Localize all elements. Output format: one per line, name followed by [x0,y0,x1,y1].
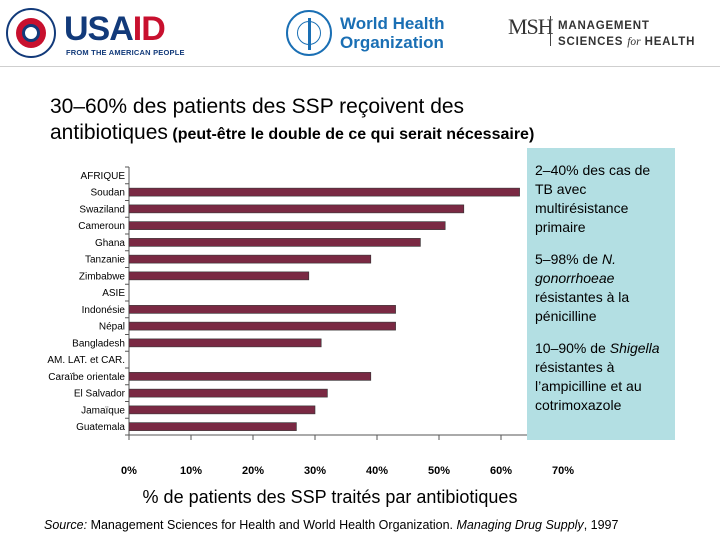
page-title: 30–60% des patients des SSP reçoivent de… [50,94,710,148]
title-line-2: antibiotiques [50,121,168,144]
category-label: Caraïbe orientale [48,372,125,383]
title-subtitle: (peut-être le double de ce qui serait né… [167,126,535,143]
category-label: Guatemala [76,422,125,433]
category-label: Soudan [91,188,125,199]
msh-wordmark: MANAGEMENT SCIENCES for HEALTH [558,20,696,48]
bar-cameroun [128,221,446,230]
category-label: Jamaïque [81,405,125,416]
x-axis-label: % de patients des SSP traités par antibi… [142,487,518,507]
bar-jama-que [128,405,316,415]
category-label: Népal [99,322,125,333]
category-label: Ghana [95,238,125,249]
x-tick-label: 0% [121,465,137,477]
who-wordmark: World Health Organization [340,14,445,52]
usaid-logo: USAID FROM THE AMERICAN PEOPLE [6,8,196,58]
category-label: Swaziland [79,204,125,215]
who-logo: World Health Organization [286,10,456,58]
title-line-1: 30–60% des patients des SSP reçoivent de… [50,95,465,118]
category-label: Indonésie [82,305,126,316]
info-tb: 2–40% des cas de TB avec multirésistance… [535,162,651,235]
category-label: AFRIQUE [81,171,126,182]
info-gonorrhoeae: 5–98% de N. gonorrhoeae résistantes à la… [535,251,630,324]
header-divider [0,66,720,67]
category-label: Bangladesh [72,338,125,349]
bar-zimbabwe [128,271,310,281]
bar-bangladesh [128,338,322,348]
source-citation: Source: Management Sciences for Health a… [44,518,619,532]
x-tick-label: 70% [552,465,574,477]
category-label: El Salvador [74,389,126,400]
usaid-wordmark: USAID [64,10,166,48]
bar-tanzanie [128,254,372,264]
x-tick-label: 10% [180,465,202,477]
bar-guatemala [128,422,297,431]
bar-swaziland [128,204,465,214]
bar-soudan [128,187,520,197]
x-tick-label: 40% [366,465,388,477]
bar-indon-sie [128,305,396,314]
resistance-info-box: 2–40% des cas de TB avec multirésistance… [527,148,675,440]
bar-ghana [128,238,421,247]
x-tick-label: 50% [428,465,450,477]
category-label: Cameroun [78,221,125,232]
bar-cara-be-orientale [128,372,372,381]
x-tick-label: 30% [304,465,326,477]
msh-logo: MSH MANAGEMENT SCIENCES for HEALTH [508,12,718,58]
header-logos: USAID FROM THE AMERICAN PEOPLE World Hea… [0,0,720,66]
category-label: ASIE [102,288,125,299]
usaid-tagline: FROM THE AMERICAN PEOPLE [66,48,185,57]
usaid-seal-icon [6,8,56,58]
info-shigella: 10–90% de Shigella résistantes à l’ampic… [535,340,660,413]
x-tick-label: 60% [490,465,512,477]
bar-n-pal [128,321,396,331]
category-label: Zimbabwe [79,271,126,282]
msh-mark: MSH [508,14,554,39]
x-tick-label: 20% [242,465,264,477]
bar-el-salvador [128,388,328,398]
who-emblem-icon [286,10,332,56]
category-label: AM. LAT. et CAR. [47,355,125,366]
category-label: Tanzanie [85,255,125,266]
